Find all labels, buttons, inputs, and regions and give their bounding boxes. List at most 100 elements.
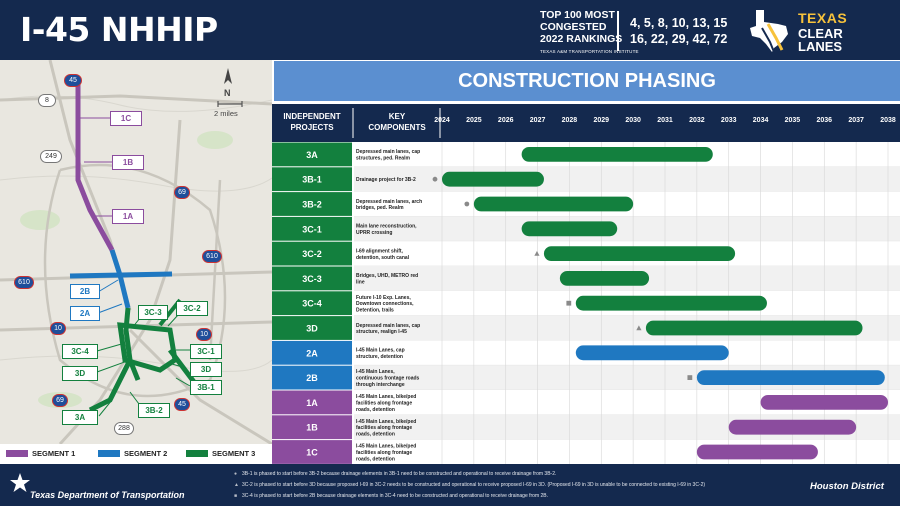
project-id-label: 1C <box>306 448 318 458</box>
project-id-label: 3A <box>306 150 318 160</box>
map-label-3b2: 3B-2 <box>138 403 170 418</box>
construction-phasing-chart: INDEPENDENT PROJECTS KEY COMPONENTS 2024 2025… <box>272 104 900 464</box>
project-id-cell <box>272 291 352 316</box>
project-id-cell <box>272 266 352 291</box>
map-label-1a: 1A <box>112 209 144 224</box>
project-id-cell <box>272 216 352 241</box>
project-map: N 2 miles 45 8 249 69 610 610 10 10 69 4… <box>0 60 272 444</box>
segment-3-route <box>117 322 178 373</box>
legend-label: SEGMENT 2 <box>124 449 168 458</box>
route-shield-icon: 288 <box>114 422 134 435</box>
project-description: I-45 Main Lanes, bike/ped facilities alon… <box>356 394 416 413</box>
map-label-2a: 2A <box>70 306 100 321</box>
year-tick-label: 2025 <box>466 117 482 124</box>
project-description: Future I-10 Exp. Lanes, Downtown connecti… <box>356 295 414 314</box>
schedule-bar-3a <box>521 147 713 162</box>
year-tick-label: 2030 <box>625 117 641 124</box>
interstate-shield-icon: 69 <box>52 394 68 407</box>
north-label: N <box>224 88 231 98</box>
schedule-bar-3d <box>645 320 863 336</box>
map-graphic: N 2 miles <box>0 60 272 444</box>
year-tick-label: 2029 <box>593 117 609 124</box>
square-milestone-marker <box>566 300 572 306</box>
project-description: I-69 alignment shift, detention, south ca… <box>356 248 410 260</box>
table-row-bg <box>354 439 900 464</box>
ranking-numbers-1: 4, 5, 8, 10, 13, 15 <box>630 16 728 30</box>
phasing-note-3: ■ 3C-4 is phased to start before 2B becau… <box>234 493 548 499</box>
interstate-shield-icon: 10 <box>196 328 212 341</box>
project-description: Depressed main lanes, cap structure, real… <box>356 323 420 335</box>
page-title: I-45 NHHIP <box>20 10 218 49</box>
schedule-bar-2b <box>696 370 885 385</box>
park-area <box>20 210 60 230</box>
map-label-3d: 3D <box>62 366 98 381</box>
project-id-cell <box>272 415 352 440</box>
map-label-3a: 3A <box>62 410 98 425</box>
circle-milestone-marker <box>432 176 438 182</box>
segment-2-route <box>69 271 173 279</box>
year-tick-label: 2031 <box>657 117 673 124</box>
congestion-ranking: TOP 100 MOST CONGESTED 2022 RANKINGS TEX… <box>540 9 639 58</box>
year-tick-label: 2027 <box>530 117 546 124</box>
interstate-shield-icon: 610 <box>14 276 34 289</box>
map-label-3b1: 3B-1 <box>190 380 222 395</box>
project-description: Drainage project for 3B-2 <box>356 177 416 183</box>
logo-word-clear: CLEAR <box>798 26 843 41</box>
interstate-shield-icon: 45 <box>64 74 82 87</box>
interstate-shield-icon: 69 <box>174 186 190 199</box>
logo-word-texas: TEXAS <box>798 10 848 26</box>
agency-name: Texas Department of Transportation <box>30 490 185 500</box>
interstate-shield-icon: 610 <box>202 250 222 263</box>
year-tick-label: 2026 <box>498 117 514 124</box>
legend-swatch <box>6 450 28 457</box>
project-id-label: 1A <box>306 398 318 408</box>
project-id-label: 1B <box>306 423 318 433</box>
year-tick-label: 2037 <box>848 117 864 124</box>
txdot-star-icon <box>10 473 30 492</box>
project-id-cell <box>272 390 352 415</box>
map-label-2b: 2B <box>70 284 100 299</box>
triangle-marker-icon: ▲ <box>234 482 239 488</box>
logo-word-lanes: LANES <box>798 39 843 54</box>
project-id-label: 3C-3 <box>302 274 322 284</box>
circle-milestone-marker <box>464 201 470 207</box>
phasing-note-2: ▲ 3C-2 is phased to start before 3D becau… <box>234 482 705 488</box>
table-row-bg <box>354 216 900 242</box>
scale-label: 2 miles <box>214 109 238 118</box>
road-line <box>208 179 222 361</box>
circle-marker-icon: ● <box>234 471 238 477</box>
note-text: 3B-1 is phased to start before 3B-2 beca… <box>242 471 557 477</box>
map-label-3c4: 3C-4 <box>62 344 98 359</box>
schedule-bar-2a <box>575 345 729 361</box>
project-id-cell <box>272 365 352 390</box>
interstate-shield-icon: 10 <box>50 322 66 335</box>
road-line <box>128 328 272 444</box>
schedule-bar-3c-4 <box>575 295 767 311</box>
project-description: I-45 Main Lanes, continuous frontage road… <box>356 369 420 388</box>
map-label-3c3: 3C-3 <box>138 305 168 320</box>
project-id-cell <box>272 316 352 340</box>
year-tick-label: 2024 <box>434 117 450 124</box>
route-shield-icon: 8 <box>38 94 56 107</box>
project-description: Bridges, UHD, METRO red line <box>356 273 418 285</box>
project-id-cell <box>272 440 352 464</box>
district-name: Houston District <box>810 481 884 492</box>
project-id-label: 3C-1 <box>302 224 322 234</box>
year-tick-label: 2035 <box>785 117 801 124</box>
col-header-projects: INDEPENDENT <box>283 112 340 121</box>
triangle-milestone-marker <box>636 325 642 331</box>
square-marker-icon: ■ <box>234 493 238 499</box>
year-tick-label: 2034 <box>753 117 769 124</box>
footer-bar: Texas Department of Transportation ● 3B-1… <box>0 464 900 506</box>
project-id-label: 2A <box>306 348 318 358</box>
project-id-cell <box>272 142 352 167</box>
ranking-line-3: 2022 RANKINGS <box>540 33 623 45</box>
schedule-bar-3b-2 <box>473 196 634 212</box>
ranking-line-1: TOP 100 MOST <box>540 9 615 21</box>
ranking-numbers-2: 16, 22, 29, 42, 72 <box>630 32 728 46</box>
park-area <box>197 131 233 149</box>
map-label-1c: 1C <box>110 111 142 126</box>
project-description: I-45 Main Lanes, cap structure, detention <box>356 348 405 360</box>
legend-swatch <box>98 450 120 457</box>
project-id-cell <box>272 241 352 266</box>
